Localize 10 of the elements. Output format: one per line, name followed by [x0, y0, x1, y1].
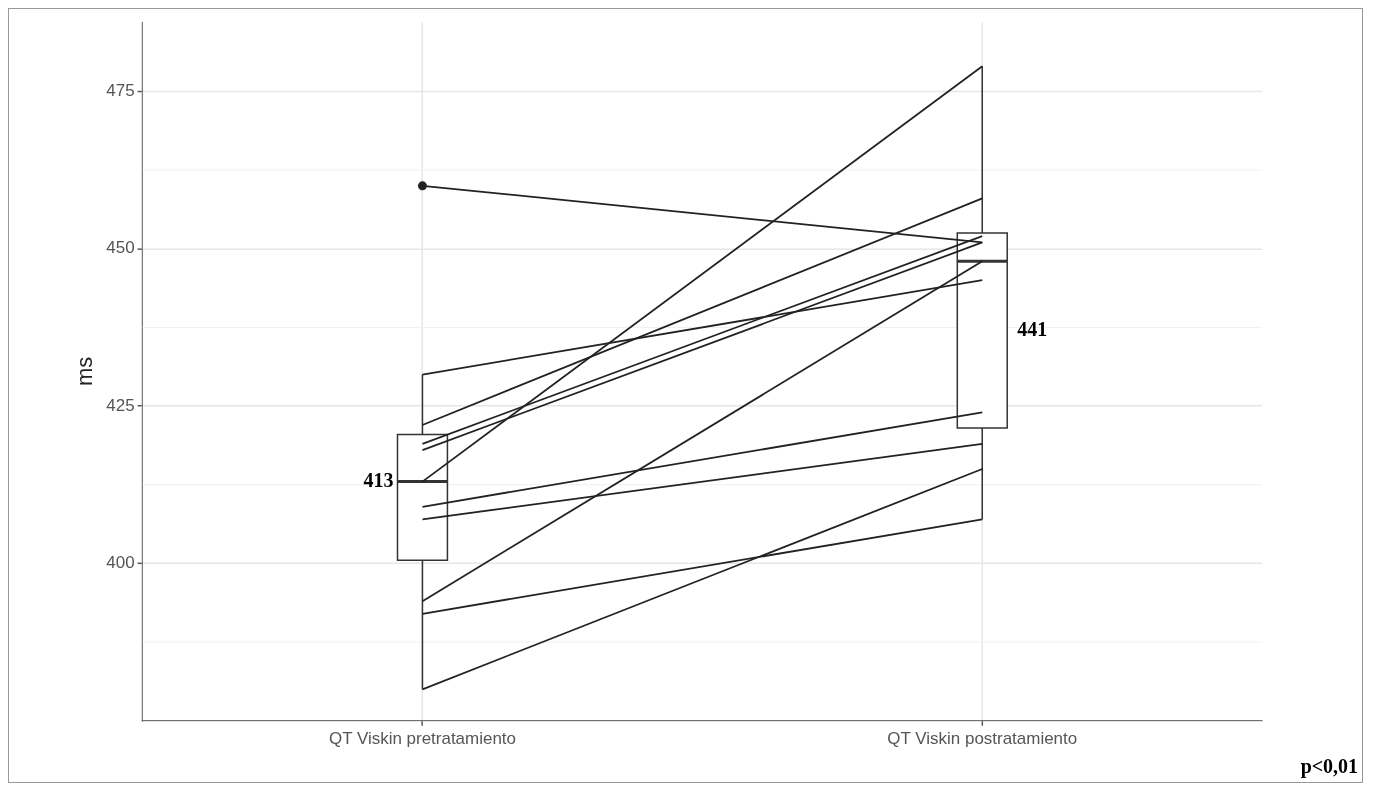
annotation: 441: [1017, 317, 1048, 340]
x-tick-label: QT Viskin postratamiento: [887, 728, 1078, 748]
y-tick-label: 425: [106, 395, 135, 415]
y-tick-label: 400: [106, 553, 135, 573]
annotation: 413: [363, 468, 394, 491]
y-axis-title: ms: [72, 356, 98, 387]
text: p<0,01: [1300, 755, 1359, 779]
y-tick-label: 475: [106, 81, 135, 101]
y-tick-label: 450: [106, 238, 135, 258]
x-tick-label: QT Viskin pretratamiento: [328, 728, 516, 748]
